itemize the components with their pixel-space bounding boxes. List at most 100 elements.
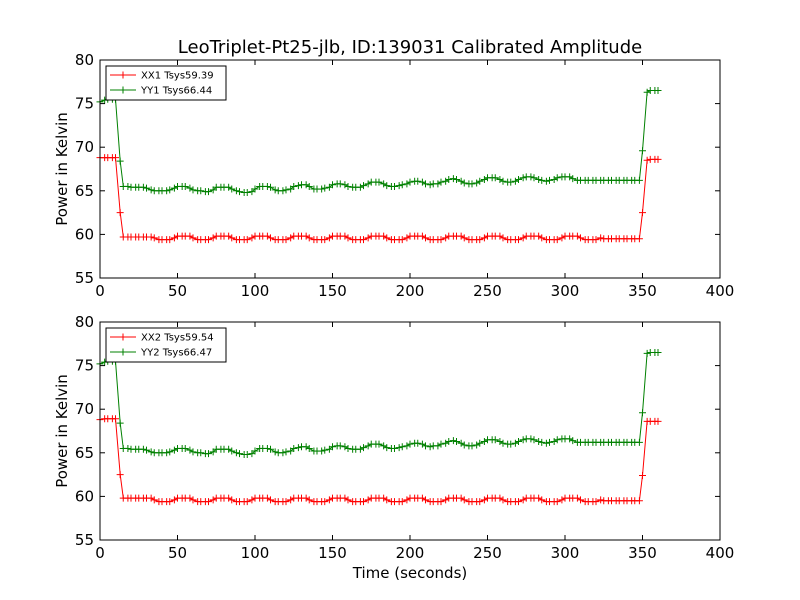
bottom-series-1-point xyxy=(147,494,155,502)
bottom-legend: XX2 Tsys59.54 YY2 Tsys66.47 xyxy=(105,327,227,363)
bottom-series-2-point xyxy=(336,442,344,450)
bottom-series-2-point xyxy=(329,443,336,451)
bottom-series-2-point xyxy=(639,409,646,417)
top-series-1-point xyxy=(480,234,488,242)
top-series-1-point xyxy=(228,234,236,242)
bottom-series-2-point xyxy=(290,444,298,452)
top-series-1-point xyxy=(460,234,468,242)
top-series-2-point xyxy=(449,175,457,183)
bottom-series-1-point xyxy=(383,496,391,504)
top-series-2-point xyxy=(511,177,519,185)
top-series-1-point xyxy=(263,232,271,240)
top-series-2-point xyxy=(344,182,352,190)
bottom-y-tick-label: 75 xyxy=(75,357,94,375)
top-series-1-point xyxy=(189,234,197,242)
top-series-2-point xyxy=(414,177,422,185)
bottom-series-2-point xyxy=(480,437,488,445)
top-series-2-point xyxy=(566,173,574,181)
bottom-series-1-point xyxy=(519,496,527,504)
top-y-tick-label: 65 xyxy=(75,182,94,200)
bottom-legend-label: XX2 Tsys59.54 xyxy=(141,333,214,344)
bottom-series-2-point xyxy=(344,444,352,452)
top-series-2-point xyxy=(654,87,662,95)
bottom-series-1-point xyxy=(442,496,450,504)
bottom-series-2-point xyxy=(391,444,398,452)
top-y-tick-label: 80 xyxy=(75,51,94,69)
bottom-x-tick-label: 400 xyxy=(706,544,735,562)
top-series-1-point xyxy=(476,236,484,244)
bottom-series-2-point xyxy=(305,444,313,452)
bottom-series-2-point xyxy=(511,439,519,447)
bottom-series-1-point xyxy=(344,496,352,504)
top-series-1-point xyxy=(592,236,600,244)
top-legend-marker xyxy=(119,71,127,79)
bottom-series-2-point xyxy=(232,449,240,457)
chart-title: LeoTriplet-Pt25-jlb, ID:139031 Calibrate… xyxy=(178,37,642,58)
top-series-2-point xyxy=(166,186,174,194)
top-series-1-point xyxy=(321,236,329,244)
top-series-2-point xyxy=(163,187,171,195)
top-x-tick-label: 200 xyxy=(396,282,425,300)
top-series-2-point xyxy=(468,180,476,188)
bottom-series-2-point xyxy=(468,442,476,450)
top-series-2-point xyxy=(535,175,543,183)
bottom-series-1-point xyxy=(150,496,158,504)
bottom-series-2-point xyxy=(566,435,574,443)
bottom-series-2-point xyxy=(538,438,546,446)
top-series-1-point xyxy=(573,232,581,240)
top-series-2-point xyxy=(426,181,434,189)
top-y-tick-label: 75 xyxy=(75,95,94,113)
top-series-2-point xyxy=(542,177,550,185)
top-series-2-point xyxy=(457,177,465,185)
top-series-1-point xyxy=(515,236,522,244)
top-series-2-point xyxy=(356,183,364,191)
top-series-2-point xyxy=(422,180,429,188)
top-series-2-point xyxy=(228,185,236,193)
bottom-x-tick-label: 0 xyxy=(95,544,105,562)
top-series-2-point xyxy=(569,175,577,183)
top-series-2-point xyxy=(473,179,481,187)
top-series-2-point xyxy=(302,181,310,189)
top-series-2-point xyxy=(406,178,414,186)
bottom-series-1-point xyxy=(577,496,584,504)
top-series-2-point xyxy=(403,180,411,188)
bottom-series-1-point xyxy=(460,496,468,504)
bottom-series-1-point xyxy=(437,498,445,506)
top-series-2-point xyxy=(360,182,367,190)
bottom-series-1-point xyxy=(186,494,194,502)
bottom-series-2-point xyxy=(225,445,233,453)
top-series-1-point xyxy=(112,154,119,162)
top-series-2-point xyxy=(442,177,450,185)
bottom-series-1-point xyxy=(654,417,662,425)
top-series-2-point xyxy=(418,178,426,186)
top-series-2-point xyxy=(643,88,651,96)
top-series-2-point xyxy=(341,181,349,189)
top-series-1-point xyxy=(186,232,194,240)
bottom-series-1-point xyxy=(553,498,561,506)
bottom-series-1-point xyxy=(209,496,217,504)
bottom-series-1-point xyxy=(380,494,388,502)
bottom-series-2-point xyxy=(356,445,364,453)
top-series-2-point xyxy=(290,182,298,190)
top-x-tick-label: 100 xyxy=(241,282,270,300)
bottom-series-1-point xyxy=(116,471,124,479)
top-series-1-point xyxy=(302,232,310,240)
top-series-2-point xyxy=(263,182,271,190)
top-series-2-point xyxy=(530,174,538,182)
top-series-2-point xyxy=(460,179,468,187)
bottom-series-2-point xyxy=(418,440,426,448)
bottom-legend-marker xyxy=(119,333,127,341)
bottom-series-2-point xyxy=(271,448,279,456)
bottom-series-1-point xyxy=(364,496,372,504)
bottom-series-1-point xyxy=(287,496,295,504)
bottom-series-1-point xyxy=(480,496,488,504)
bottom-series-2-point xyxy=(186,446,194,454)
top-series-2-point xyxy=(139,183,147,191)
top-series-2-point xyxy=(476,177,484,185)
bottom-series-1-point xyxy=(302,494,310,502)
bottom-series-2-point xyxy=(228,447,236,455)
bottom-series-1-point xyxy=(263,494,271,502)
bottom-series-1-line xyxy=(99,418,658,503)
top-series-2-point xyxy=(434,180,442,188)
